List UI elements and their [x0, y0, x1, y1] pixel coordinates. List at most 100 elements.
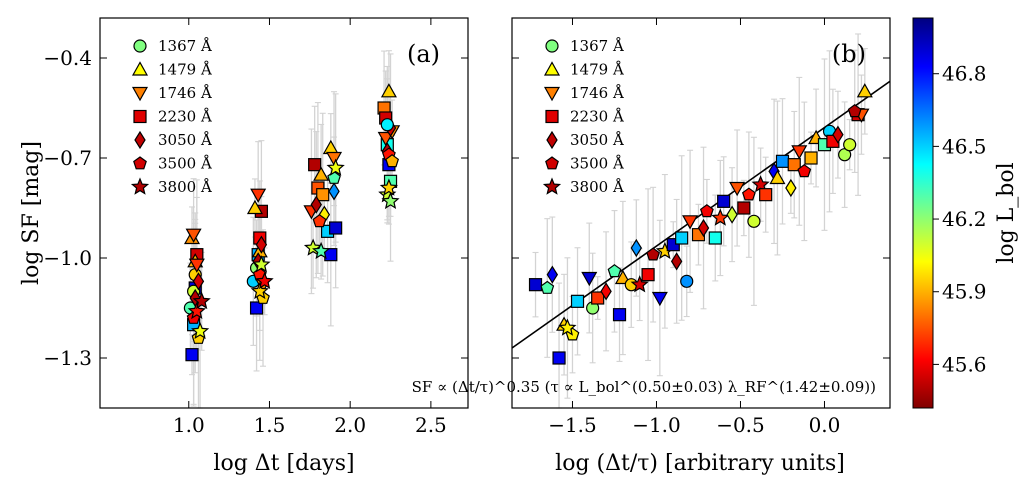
data-point — [717, 194, 731, 208]
axes-frame-a — [99, 17, 469, 409]
data-point — [546, 265, 559, 284]
data-point — [759, 188, 773, 202]
ticks-a: 1.0 1.5 2.0 2.5 −1.3 −1.0 −0.7 −0.4 — [43, 18, 468, 437]
data-point — [711, 208, 730, 226]
legend-label: 2230 Å — [158, 108, 212, 126]
data-point — [246, 199, 263, 215]
legend-marker — [133, 156, 147, 170]
legend-marker — [546, 130, 558, 150]
data-point — [192, 291, 211, 310]
colorbar-tick-label: 46.5 — [942, 134, 987, 158]
data-point — [708, 231, 722, 245]
data-point — [747, 214, 761, 228]
legend-marker — [545, 39, 559, 53]
data-point — [697, 218, 710, 238]
data-point — [191, 321, 210, 340]
colorbar-tick-label: 45.6 — [942, 352, 987, 376]
data-point — [379, 178, 398, 196]
legend-marker — [133, 39, 147, 53]
x-tick-label: −0.5 — [716, 413, 765, 437]
xlabel-b: log (Δt/τ) [arbitrary units] — [555, 451, 845, 476]
data-point — [377, 131, 394, 147]
data-point — [729, 181, 746, 197]
x-tick-label: 1.5 — [254, 413, 286, 437]
data-point — [843, 138, 857, 152]
legend-marker — [133, 109, 147, 124]
panel-tag-b: (b) — [832, 40, 866, 68]
legend-label: 3500 Å — [570, 155, 624, 173]
y-tick-label: −1.0 — [43, 246, 92, 270]
data-point — [255, 235, 268, 254]
data-point — [630, 275, 649, 293]
legend-label: 3800 Å — [570, 178, 624, 196]
ticks-b: −1.5 −1.0 −0.5 0.0 — [512, 18, 890, 437]
colorbar-tick-label: 45.9 — [942, 280, 987, 304]
data-point — [832, 125, 844, 144]
data-point — [737, 201, 751, 215]
x-tick-label: −1.5 — [548, 413, 597, 437]
data-point — [380, 118, 394, 132]
legend-label: 1746 Å — [570, 84, 624, 102]
x-tick-label: 2.5 — [415, 413, 447, 437]
legend-marker — [543, 86, 561, 102]
data-point — [791, 145, 808, 160]
points-a — [183, 83, 401, 362]
ylabel-a: log SF [mag] — [19, 141, 44, 285]
data-point — [651, 291, 668, 307]
data-point — [328, 182, 340, 201]
data-point — [612, 308, 627, 322]
data-point — [192, 272, 205, 291]
data-point — [741, 187, 756, 201]
data-point — [775, 154, 790, 168]
data-point — [185, 228, 202, 243]
legend-label: 3800 Å — [158, 178, 212, 196]
data-point — [641, 268, 655, 282]
data-point — [250, 281, 269, 300]
colorbar-label: log L_bol — [994, 162, 1019, 263]
data-point — [380, 83, 397, 98]
panel-a: 1.0 1.5 2.0 2.5−1.3−1.0−0.7−0.4 (a) 1367 Å1… — [19, 17, 469, 476]
legend-label: 3500 Å — [158, 155, 212, 173]
legend-marker — [542, 177, 562, 195]
xlabel-a: log Δt [days] — [213, 451, 354, 476]
data-point — [785, 178, 797, 198]
legend-label: 2230 Å — [570, 108, 624, 126]
x-tick-label: 1.0 — [173, 413, 205, 437]
colorbar-bar — [912, 17, 934, 409]
data-point — [312, 241, 331, 260]
data-point — [600, 282, 612, 301]
data-point — [726, 205, 738, 224]
x-tick-label: 2.0 — [334, 413, 366, 437]
data-point — [804, 151, 818, 165]
data-point — [847, 104, 862, 118]
data-point — [540, 280, 555, 294]
data-point — [528, 278, 543, 292]
colorbar-tick-label: 46.8 — [942, 62, 987, 86]
panel-tag-a: (a) — [407, 40, 440, 68]
data-point — [591, 291, 605, 305]
legend-marker — [545, 156, 559, 170]
data-point — [570, 294, 585, 308]
y-tick-label: −1.3 — [43, 346, 92, 370]
points-b — [528, 83, 873, 365]
data-point — [581, 271, 598, 287]
data-point — [607, 264, 622, 278]
y-tick-label: −0.4 — [43, 46, 92, 70]
data-point — [787, 158, 801, 172]
error-bars-a — [187, 50, 396, 409]
axes-frame-b — [511, 17, 891, 409]
data-point — [856, 83, 873, 98]
colorbar: 45.6 45.9 46.2 46.5 46.8 log L_bol — [912, 17, 1019, 409]
legend-a: 1367 Å 1479 Å 1746 Å 2230 Å 3050 Å 3500 Å 3800… — [130, 37, 212, 196]
data-point — [552, 351, 566, 365]
data-point — [385, 154, 400, 168]
legend-marker — [134, 130, 146, 150]
colorbar-tick-label: 46.2 — [942, 207, 987, 231]
data-point — [308, 158, 322, 172]
data-point — [316, 188, 330, 202]
data-point — [250, 188, 267, 203]
data-point — [329, 221, 343, 235]
legend-marker — [131, 61, 149, 76]
data-point — [255, 271, 274, 290]
